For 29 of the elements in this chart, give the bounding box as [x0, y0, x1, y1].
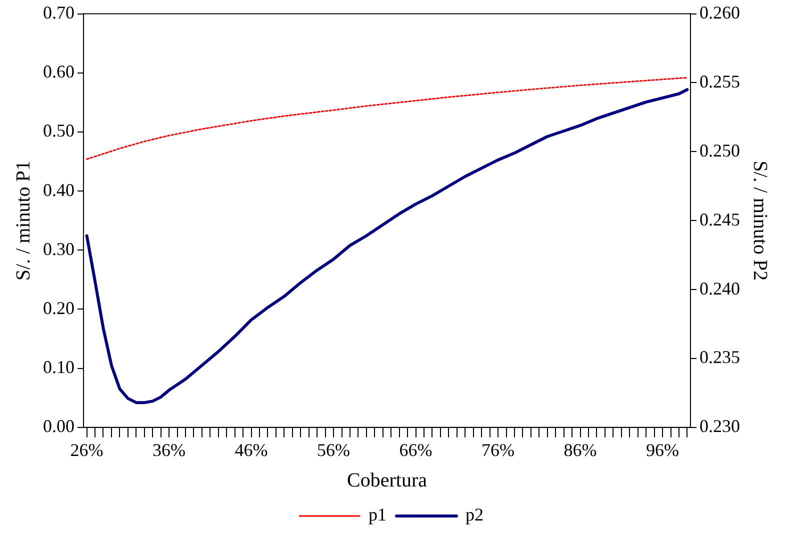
- x-tick-label: 76%: [482, 440, 515, 460]
- y2-tick-label: 0.230: [700, 416, 740, 436]
- y-tick-label: 0.30: [43, 238, 74, 259]
- line-series: [86, 76, 688, 160]
- x-tick-label: 26%: [70, 440, 104, 460]
- legend-label: p1: [368, 504, 386, 525]
- x-tick-label: 36%: [152, 440, 186, 460]
- y-tick-label: 0.70: [43, 2, 74, 23]
- x-tick-label: 56%: [317, 440, 350, 460]
- y-tick-label: 0.00: [43, 416, 74, 436]
- y2-tick-label: 0.250: [700, 140, 740, 160]
- y-tick-label: 0.20: [43, 298, 74, 318]
- y-tick-label: 0.40: [43, 180, 74, 200]
- y2-tick-label: 0.235: [700, 347, 740, 368]
- y-axis-title: S/. / minuto P1: [12, 160, 34, 281]
- x-tick-label: 46%: [234, 440, 268, 460]
- y2-axis-title: S/. / minuto P2: [748, 160, 771, 281]
- y-tick-label: 0.10: [43, 357, 74, 378]
- x-tick-label: 96%: [646, 440, 680, 460]
- y2-tick-label: 0.245: [700, 209, 740, 230]
- y2-tick-label: 0.255: [700, 71, 740, 92]
- y-tick-label: 0.60: [43, 62, 74, 82]
- legend-label: p2: [466, 504, 484, 525]
- x-tick-label: 66%: [399, 440, 432, 460]
- y2-tick-label: 0.260: [700, 2, 740, 23]
- x-tick-label: 86%: [564, 440, 597, 460]
- y-tick-label: 0.50: [43, 120, 74, 141]
- y2-tick-label: 0.240: [700, 278, 740, 298]
- x-axis-title: Cobertura: [347, 469, 428, 492]
